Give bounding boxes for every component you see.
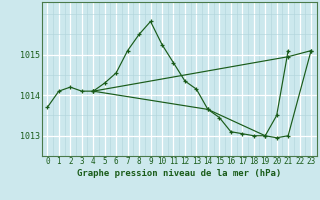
X-axis label: Graphe pression niveau de la mer (hPa): Graphe pression niveau de la mer (hPa): [77, 169, 281, 178]
